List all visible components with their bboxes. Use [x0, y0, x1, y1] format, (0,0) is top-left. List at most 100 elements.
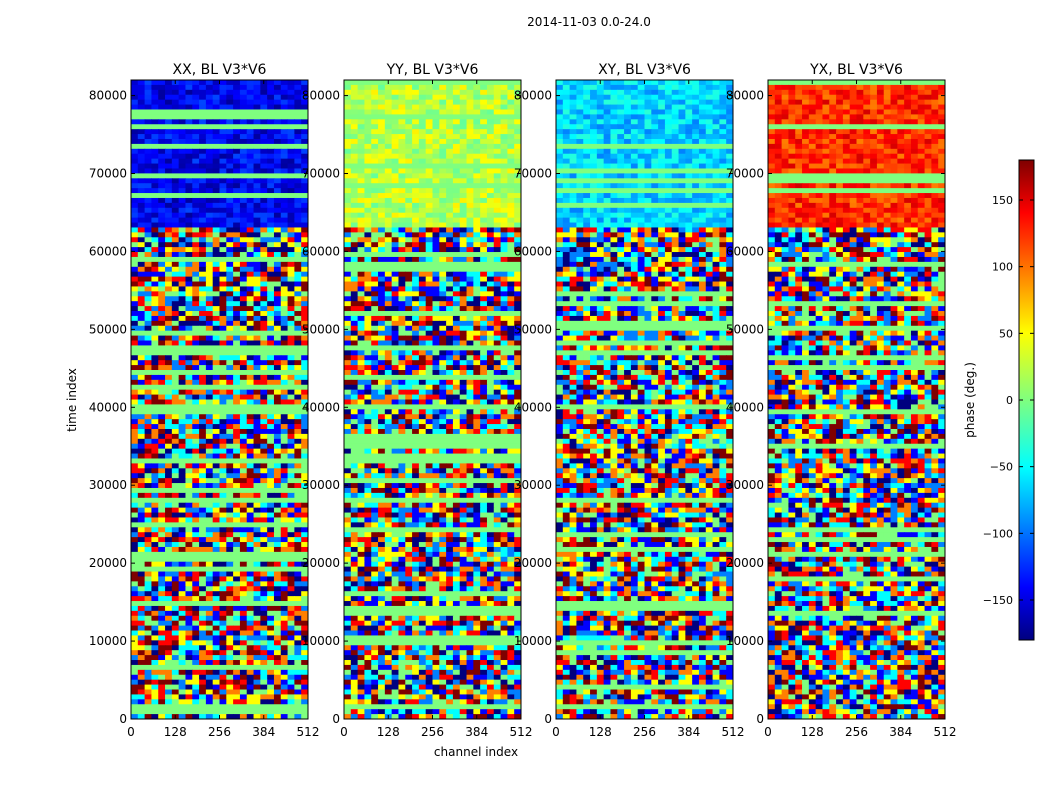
phase-cell — [364, 306, 372, 312]
phase-cell — [486, 256, 495, 263]
phase-cell — [500, 129, 508, 135]
phase-cell — [233, 650, 241, 656]
phase-cell — [158, 669, 166, 676]
phase-cell — [212, 340, 221, 347]
phase-cell — [466, 158, 474, 165]
phase-cell — [260, 576, 268, 582]
phase-cell — [446, 517, 454, 523]
phase-cell — [233, 492, 241, 499]
phase-cell — [418, 384, 427, 391]
phase-cell — [212, 311, 221, 317]
phase-cell — [233, 414, 241, 420]
phase-cell — [412, 487, 420, 494]
phase-cell — [439, 419, 447, 425]
phase-cell — [185, 419, 193, 425]
phase-cell — [350, 517, 359, 523]
phase-cell — [364, 355, 372, 361]
phase-cell — [226, 340, 234, 347]
phase-cell — [267, 389, 275, 396]
phase-cell — [178, 335, 187, 342]
phase-cell — [260, 158, 268, 165]
flagged-row — [344, 453, 521, 460]
phase-cell — [178, 129, 187, 135]
phase-cell — [459, 124, 468, 130]
phase-cell — [486, 222, 495, 229]
phase-cell — [253, 188, 261, 194]
phase-cell — [378, 576, 386, 582]
phase-cell — [192, 517, 200, 523]
phase-cell — [158, 660, 166, 666]
phase-cell — [199, 591, 207, 597]
phase-cell — [466, 551, 474, 558]
phase-cell — [137, 168, 146, 174]
phase-cell — [260, 178, 268, 184]
phase-cell — [151, 202, 159, 209]
phase-cell — [205, 576, 214, 582]
phase-cell — [239, 635, 248, 641]
phase-cell — [384, 178, 393, 184]
phase-cell — [452, 360, 461, 366]
phase-cell — [514, 291, 521, 297]
phase-cell — [364, 188, 372, 194]
phase-cell — [350, 561, 359, 568]
phase-cell — [500, 419, 508, 425]
phase-cell — [384, 222, 393, 229]
phase-cell — [260, 281, 268, 288]
phase-cell — [280, 80, 289, 86]
phase-cell — [205, 281, 214, 288]
phase-cell — [144, 188, 153, 194]
phase-cell — [287, 104, 295, 111]
phase-cell — [473, 335, 481, 342]
phase-cell — [205, 483, 214, 489]
phase-cell — [199, 242, 207, 248]
phase-cell — [439, 306, 447, 312]
phase-cell — [178, 492, 187, 499]
phase-cell — [439, 473, 447, 479]
phase-cell — [165, 207, 173, 214]
phase-cell — [294, 394, 302, 401]
phase-cell — [480, 365, 488, 371]
phase-cell — [137, 591, 146, 597]
phase-cell — [378, 84, 386, 91]
phase-cell — [384, 109, 393, 116]
phase-cell — [452, 138, 461, 145]
phase-cell — [439, 143, 447, 150]
phase-cell — [273, 448, 282, 455]
phase-cell — [294, 660, 302, 666]
phase-cell — [226, 301, 234, 307]
phase-cell — [344, 517, 352, 523]
phase-cell — [425, 168, 434, 174]
phase-cell — [446, 463, 454, 469]
phase-cell — [357, 217, 366, 224]
phase-cell — [226, 684, 234, 691]
phase-cell — [452, 340, 461, 347]
phase-cell — [280, 630, 289, 637]
phase-cell — [425, 379, 434, 386]
phase-cell — [514, 551, 521, 558]
phase-cell — [137, 252, 146, 258]
phase-cell — [171, 586, 180, 592]
phase-cell — [185, 694, 193, 700]
phase-cell — [151, 183, 159, 189]
phase-cell — [391, 507, 400, 514]
phase-cell — [280, 311, 289, 317]
phase-cell — [378, 394, 386, 401]
phase-cell — [165, 188, 173, 194]
phase-cell — [158, 620, 166, 627]
phase-cell — [405, 384, 413, 391]
phase-cell — [185, 561, 193, 568]
phase-cell — [459, 109, 468, 116]
phase-cell — [137, 438, 146, 445]
phase-cell — [425, 517, 434, 523]
phase-cell — [486, 483, 495, 489]
phase-cell — [273, 247, 282, 253]
phase-cell — [199, 714, 207, 719]
phase-cell — [439, 178, 447, 184]
phase-cell — [364, 546, 372, 553]
phase-cell — [171, 271, 180, 278]
phase-cell — [514, 419, 521, 425]
phase-cell — [131, 355, 139, 361]
phase-cell — [344, 542, 352, 548]
phase-cell — [137, 148, 146, 155]
phase-cell — [514, 492, 521, 499]
